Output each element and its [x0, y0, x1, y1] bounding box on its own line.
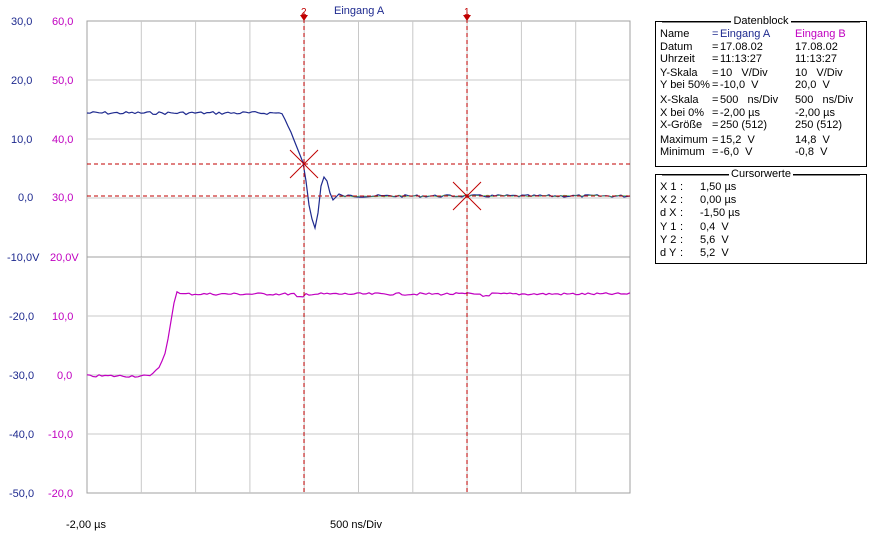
datenblock-value-a: Eingang A — [720, 28, 771, 40]
oscilloscope-display[interactable]: 30,0 20,0 10,0 0,0 60,0 50,0 40,0 30,0 -… — [0, 0, 650, 535]
datenblock-eq: = — [712, 53, 719, 66]
lower-tick-b-2: 0,0 — [57, 370, 72, 382]
cursor-value-eq: : — [680, 207, 684, 220]
datenblock-label: X-Größe — [660, 119, 703, 132]
datenblock-eq: = — [712, 106, 719, 119]
datenblock-value-a: 11:13:27 — [720, 53, 763, 66]
datenblock-label: Datum — [660, 40, 693, 53]
cursor-value: 5,2 V — [700, 247, 729, 259]
cursor-value-eq: : — [680, 181, 684, 193]
upper-tick-b-0: 60,0 — [52, 16, 73, 28]
lower-tick-b-1: 10,0 — [52, 311, 73, 323]
cursor-markers — [289, 149, 482, 211]
datenblock-value-a: -10,0 V — [720, 79, 759, 92]
cursor-2-handle[interactable] — [300, 15, 308, 21]
cursor-value-label: Y 2 — [660, 233, 677, 246]
lower-tick-a-2: -30,0 — [9, 370, 34, 382]
x-division-label: 500 ns/Div — [330, 519, 382, 531]
cursor-value-eq: : — [680, 233, 684, 246]
upper-tick-a-1: 20,0 — [11, 75, 32, 87]
upper-plot-grid — [86, 20, 631, 258]
datenblock-eq: = — [712, 119, 719, 132]
datenblock-label: Y-Skala — [660, 66, 698, 79]
upper-tick-b-1: 50,0 — [52, 75, 73, 87]
cursor-value-label: X 1 — [660, 181, 677, 193]
datenblock-eq: = — [712, 133, 719, 146]
cursor-value-eq: : — [680, 220, 684, 233]
datenblock-title: Datenblock — [731, 15, 791, 27]
scope-svg[interactable]: 30,0 20,0 10,0 0,0 60,0 50,0 40,0 30,0 -… — [0, 0, 650, 535]
cursor-value-label: X 2 — [660, 194, 677, 207]
cursor-value: -1,50 µs — [700, 207, 740, 220]
datenblock-value-b: 11:13:27 — [795, 53, 838, 66]
cursor-value-eq: : — [680, 247, 684, 259]
upper-tick-a-2: 10,0 — [11, 134, 32, 146]
lower-tick-a-1: -20,0 — [9, 311, 34, 323]
datenblock-value-b: 14,8 V — [795, 133, 830, 146]
cursor-value-label: d Y — [660, 247, 677, 259]
cursor-value-label: Y 1 — [660, 220, 677, 233]
datenblock-label: X bei 0% — [660, 106, 705, 119]
lower-tick-b-4: -20,0 — [48, 488, 73, 500]
upper-y-axis-labels: 30,0 20,0 10,0 0,0 60,0 50,0 40,0 30,0 — [11, 16, 73, 204]
datenblock-panel: Datenblock Name = Eingang A Eingang B Datum =… — [655, 15, 867, 167]
datenblock-value-a: 15,2 V — [720, 133, 755, 146]
datenblock-eq: = — [712, 66, 719, 79]
channel-a-title: Eingang A — [334, 5, 385, 17]
datenblock-value-b: -2,00 µs — [795, 106, 835, 119]
lower-plot-grid — [86, 256, 631, 494]
datenblock-value-b: Eingang B — [795, 28, 846, 40]
datenblock-label: Name — [660, 28, 690, 40]
upper-tick-b-3: 30,0 — [52, 192, 73, 204]
datenblock-eq: = — [712, 94, 719, 106]
datenblock-eq: = — [712, 146, 719, 159]
datenblock-eq: = — [712, 79, 719, 92]
cursorwerte-title: Cursorwerte — [729, 168, 793, 180]
datenblock-value-a: 10 V/Div — [720, 66, 768, 79]
datenblock-value-b: 17.08.02 — [795, 40, 838, 53]
lower-y-axis-labels: -10,0V -20,0 -30,0 -40,0 -50,0 20,0V 10,… — [7, 252, 79, 500]
cursorwerte-panel: Cursorwerte X 1: 1,50 µs X 2: 0,00 µs d X: -1… — [655, 168, 867, 264]
datenblock-value-a: 250 (512) — [720, 119, 768, 132]
cursor-value: 5,6 V — [700, 233, 729, 246]
datenblock-label: Y bei 50% — [660, 79, 710, 92]
lower-tick-a-4: -50,0 — [9, 488, 34, 500]
lower-tick-a-0: -10,0V — [7, 252, 40, 264]
datenblock-value-b: 20,0 V — [795, 79, 830, 92]
datenblock-label: X-Skala — [660, 94, 699, 106]
datenblock-eq: = — [712, 28, 719, 40]
datenblock-value-b: 250 (512) — [795, 119, 843, 132]
cursor-value-eq: : — [680, 194, 684, 207]
datenblock-value-a: 500 ns/Div — [720, 94, 779, 106]
cursor-value-label: d X — [660, 207, 677, 220]
lower-tick-b-3: -10,0 — [48, 429, 73, 441]
datenblock-value-a: -6,0 V — [720, 146, 753, 159]
cursor-lines[interactable] — [87, 12, 630, 493]
cursor-2-label: 2 — [301, 7, 307, 18]
cursor-1-handle[interactable] — [463, 15, 471, 21]
cursor-value: 1,50 µs — [700, 181, 737, 193]
lower-tick-b-0: 20,0V — [50, 252, 79, 264]
cursor-value: 0,00 µs — [700, 194, 737, 207]
upper-tick-a-0: 30,0 — [11, 16, 32, 28]
datenblock-label: Maximum — [660, 133, 708, 146]
lower-tick-a-3: -40,0 — [9, 429, 34, 441]
datenblock-value-b: -0,8 V — [795, 146, 828, 159]
datenblock-value-b: 500 ns/Div — [795, 94, 854, 106]
x-start-label: -2,00 µs — [66, 519, 106, 531]
cursor-value: 0,4 V — [700, 220, 729, 233]
datenblock-label: Uhrzeit — [660, 53, 695, 66]
datenblock-value-a: 17.08.02 — [720, 40, 763, 53]
cursor-1-label: 1 — [464, 7, 470, 18]
datenblock-eq: = — [712, 40, 719, 53]
datenblock-value-b: 10 V/Div — [795, 66, 843, 79]
datenblock-value-a: -2,00 µs — [720, 106, 760, 119]
upper-tick-a-3: 0,0 — [18, 192, 33, 204]
channel-b-trace — [86, 290, 631, 378]
channel-a-trace — [86, 110, 631, 231]
datenblock-label: Minimum — [660, 146, 705, 159]
upper-tick-b-2: 40,0 — [52, 134, 73, 146]
